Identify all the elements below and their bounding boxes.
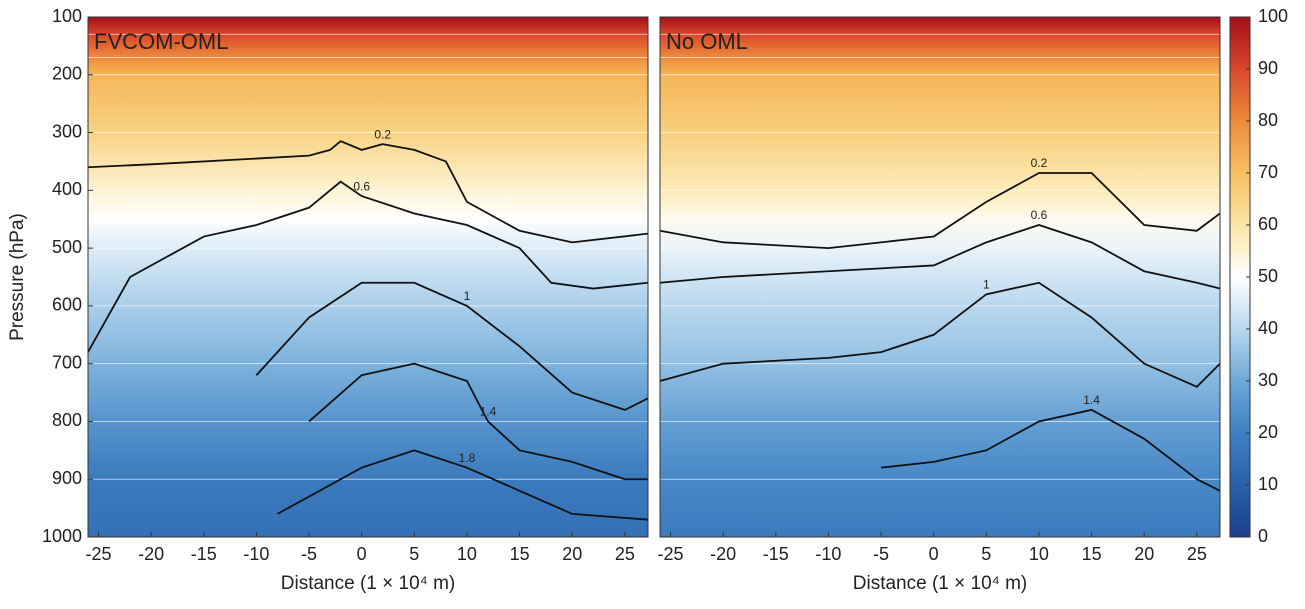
plot-frame: [87, 16, 649, 538]
x-axis-label: Distance (1 × 10⁴ m): [853, 573, 1027, 594]
panel-title: FVCOM-OML: [94, 29, 228, 54]
y-tick-label: 300: [52, 121, 82, 141]
x-tick-label: 0: [357, 544, 367, 564]
x-tick-label: -10: [243, 544, 269, 564]
colorbar-tick-label: 70: [1258, 162, 1278, 182]
y-tick-label: 500: [52, 237, 82, 257]
contour-label: 0.6: [353, 179, 370, 193]
contour-line: [87, 140, 649, 244]
x-tick-label: 20: [1134, 544, 1154, 564]
x-tick-label: 20: [562, 544, 582, 564]
colorbar-tick-label: 20: [1258, 422, 1278, 442]
contour-label: 1: [983, 278, 990, 292]
y-tick-label: 600: [52, 295, 82, 315]
contour-label: 1: [464, 289, 471, 303]
colorbar-tick-label: 60: [1258, 214, 1278, 234]
colorbar-tick-label: 40: [1258, 318, 1278, 338]
contour-label: 0.6: [1031, 208, 1048, 222]
contour-label: 1.4: [480, 405, 497, 419]
y-tick-label: 200: [52, 64, 82, 84]
colorbar-tick-label: 10: [1258, 474, 1278, 494]
x-tick-label: -15: [191, 544, 217, 564]
panel-title: No OML: [666, 29, 748, 54]
x-tick-label: -25: [658, 544, 684, 564]
y-tick-label: 800: [52, 410, 82, 430]
x-tick-label: 10: [457, 544, 477, 564]
contour-line: [880, 408, 1221, 492]
x-tick-label: 15: [510, 544, 530, 564]
x-tick-label: -25: [86, 544, 112, 564]
contour-line: [277, 449, 649, 521]
x-tick-label: -20: [710, 544, 736, 564]
contour-line: [308, 362, 648, 481]
x-tick-label: -15: [763, 544, 789, 564]
x-axis-label: Distance (1 × 10⁴ m): [281, 573, 455, 594]
colorbar-tick-label: 0: [1258, 526, 1268, 546]
y-tick-label: 100: [52, 6, 82, 26]
contour-line: [255, 281, 649, 411]
field: [88, 17, 648, 537]
plot-frame: [659, 16, 1221, 538]
y-tick-label: 1000: [42, 526, 82, 546]
field: [660, 17, 1220, 537]
y-axis-label: Pressure (hPa): [7, 213, 28, 341]
contour-line: [659, 172, 1221, 250]
contour-label: 0.2: [1031, 156, 1048, 170]
colorbar-tick-label: 90: [1258, 58, 1278, 78]
x-tick-label: 5: [409, 544, 419, 564]
x-tick-label: 25: [615, 544, 635, 564]
x-tick-label: -20: [138, 544, 164, 564]
contour-label: 1.8: [459, 451, 476, 465]
x-tick-label: -5: [873, 544, 889, 564]
x-tick-label: 25: [1187, 544, 1207, 564]
x-tick-label: 10: [1029, 544, 1049, 564]
x-tick-label: -5: [301, 544, 317, 564]
colorbar-tick-label: 100: [1258, 6, 1288, 26]
contour-line: [659, 224, 1221, 290]
contour-line: [659, 281, 1221, 388]
y-tick-label: 700: [52, 352, 82, 372]
colorbar-tick-label: 80: [1258, 110, 1278, 130]
x-tick-label: -10: [815, 544, 841, 564]
colorbar-tick-label: 50: [1258, 266, 1278, 286]
contour-label: 0.2: [374, 127, 391, 141]
contour-label: 1.4: [1083, 393, 1100, 407]
x-tick-label: 15: [1082, 544, 1102, 564]
x-tick-label: 0: [929, 544, 939, 564]
contour-line: [87, 180, 649, 353]
colorbar-tick-label: 30: [1258, 370, 1278, 390]
x-tick-label: 5: [981, 544, 991, 564]
y-tick-label: 400: [52, 179, 82, 199]
y-tick-label: 900: [52, 468, 82, 488]
